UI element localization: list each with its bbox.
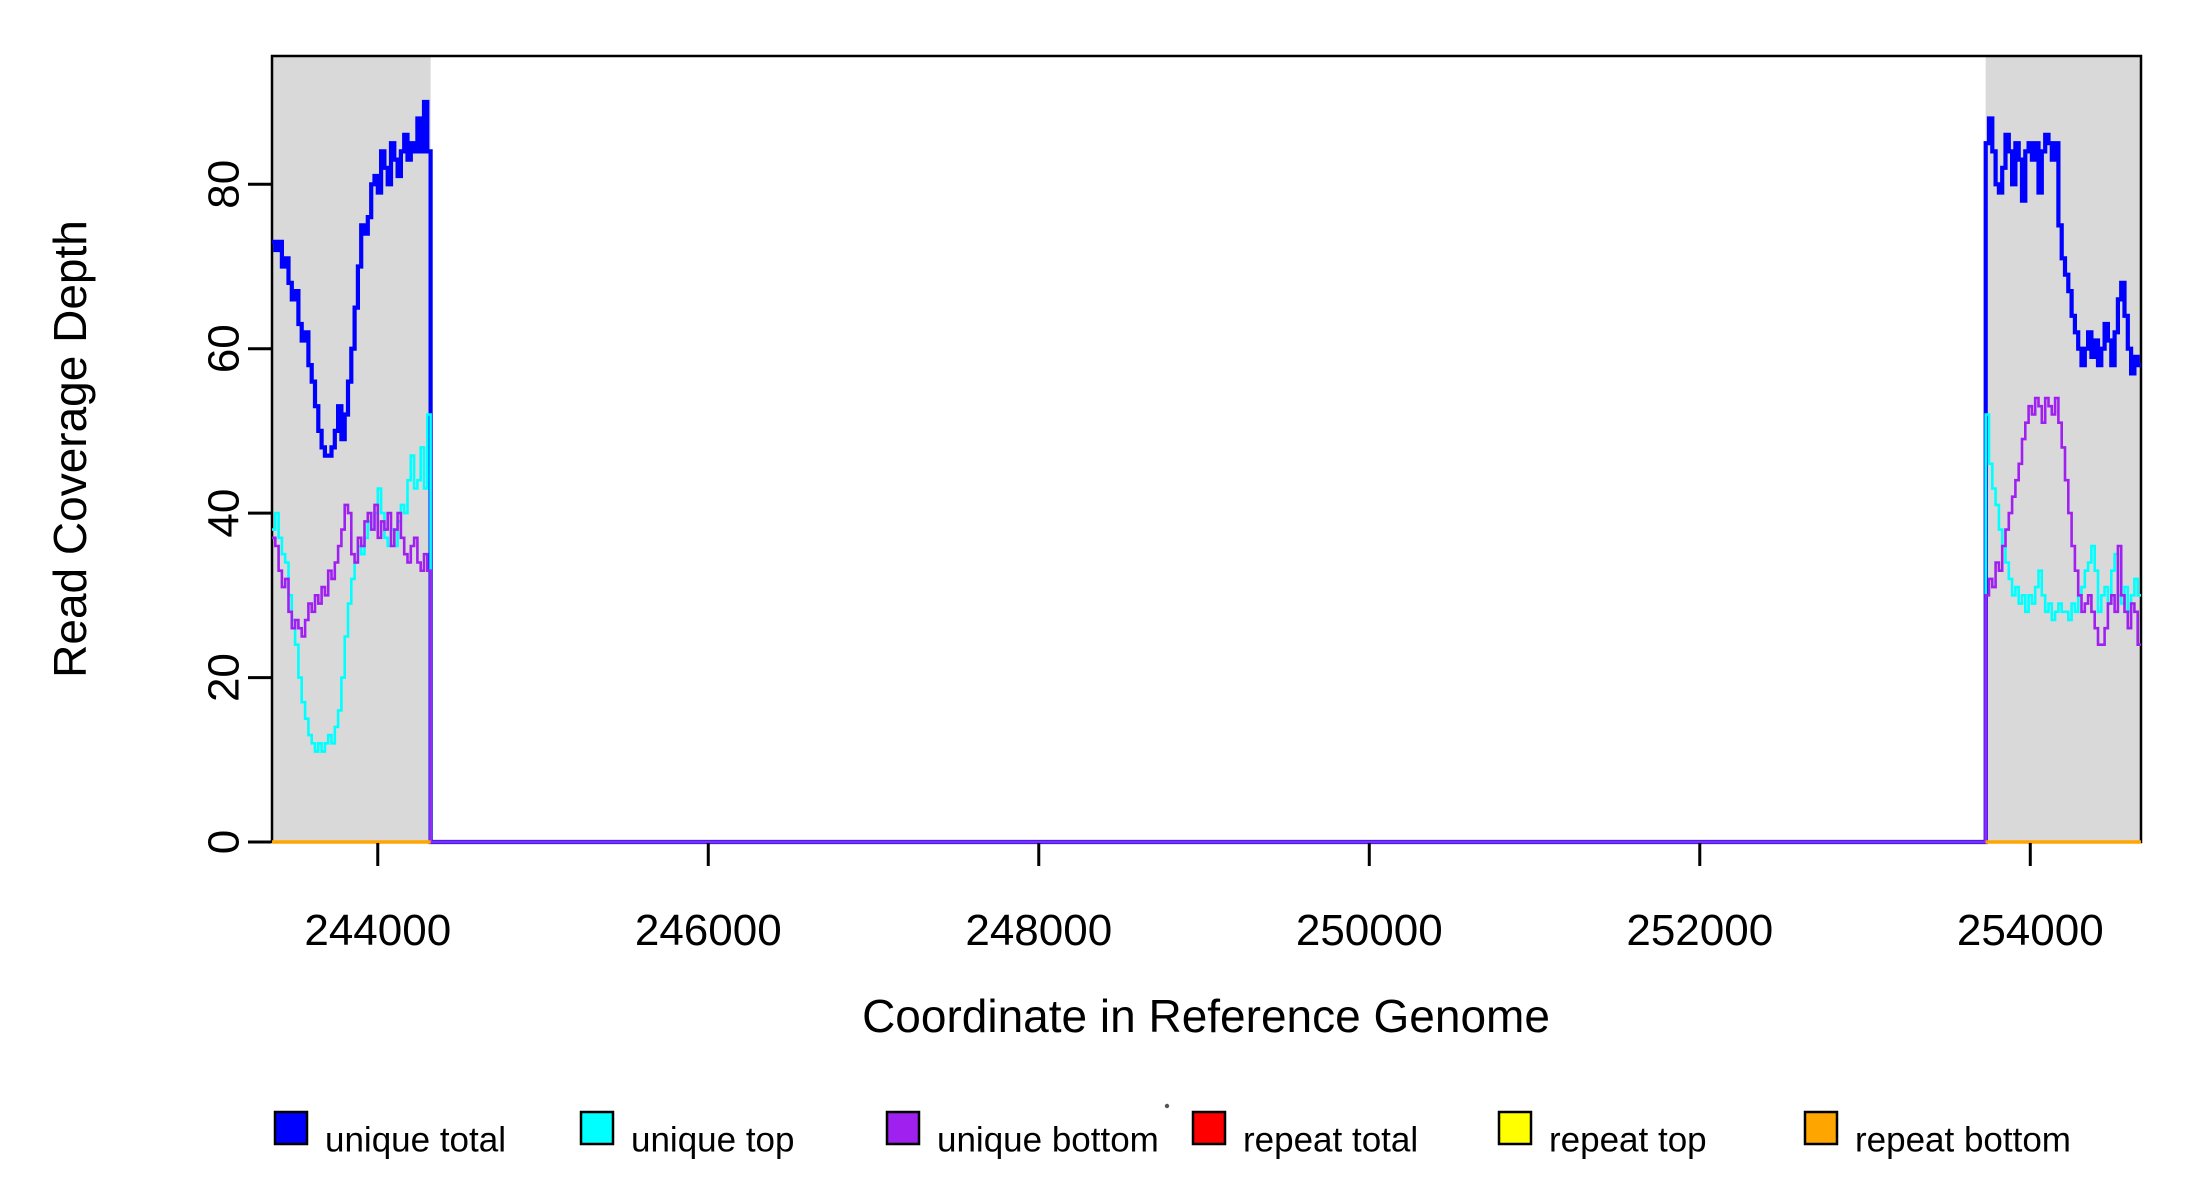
legend-item-repeat-top: repeat top [1497,1110,1707,1160]
x-tick-label: 250000 [1296,906,1443,955]
x-tick-label: 252000 [1626,906,1773,955]
repeat-region-shading [272,56,2141,842]
plot-border-box [270,54,2143,844]
y-tick-label: 40 [200,489,249,538]
legend-label: repeat bottom [1855,1121,2071,1160]
legend-label: unique top [631,1121,794,1160]
y-tick-label: 20 [200,653,249,702]
legend-item-repeat-total: repeat total [1191,1110,1418,1160]
legend-item-unique-top: unique top [579,1110,794,1160]
coverage-curves [272,99,2141,845]
series-unique-total-line [272,99,2141,845]
legend-label: repeat top [1549,1121,1707,1160]
x-tick-label: 254000 [1957,906,2104,955]
series-unique-top-line [272,413,2141,844]
unique-top-swatch-icon [579,1110,615,1146]
axes-ticks-and-labels: 244000 246000 248000 250000 252000 254000 0 20 4… [200,160,2104,955]
stray-dot-artifact [1164,1103,1170,1109]
legend-item-unique-bottom: unique bottom [885,1110,1159,1160]
legend-item-unique-total: unique total [273,1110,506,1160]
right-repeat-region [1985,56,2141,842]
legend-label: unique total [325,1121,506,1160]
legend-label: repeat total [1243,1121,1418,1160]
x-tick-label: 248000 [965,906,1112,955]
unique-bottom-swatch-icon [885,1110,921,1146]
legend: unique total unique top unique bottom repea… [273,1110,2071,1160]
unique-total-swatch-icon [273,1110,309,1146]
y-axis-title: Read Coverage Depth [44,220,96,678]
x-tick-label: 244000 [304,906,451,955]
legend-label: unique bottom [937,1121,1159,1160]
y-tick-label: 0 [200,830,249,854]
x-axis-title: Coordinate in Reference Genome [862,990,1550,1042]
repeat-top-swatch-icon [1497,1110,1533,1146]
y-tick-label: 60 [200,324,249,373]
legend-item-repeat-bottom: repeat bottom [1803,1110,2071,1160]
x-tick-label: 246000 [635,906,782,955]
series-unique-bottom-line [272,396,2141,844]
repeat-bottom-swatch-icon [1803,1110,1839,1146]
left-repeat-region [272,56,431,842]
y-tick-label: 80 [200,160,249,209]
repeat-total-swatch-icon [1191,1110,1227,1146]
